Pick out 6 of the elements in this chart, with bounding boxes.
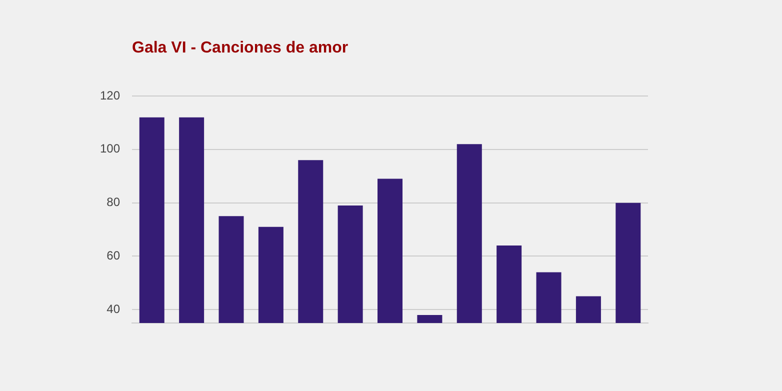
y-tick-label: 120 <box>100 88 120 102</box>
y-tick-label: 40 <box>106 302 120 316</box>
y-tick-label: 60 <box>106 248 120 263</box>
y-tick-label: 100 <box>100 142 120 156</box>
y-tick-label: 80 <box>106 195 120 210</box>
chart-title: Gala VI - Canciones de amor <box>132 39 348 56</box>
